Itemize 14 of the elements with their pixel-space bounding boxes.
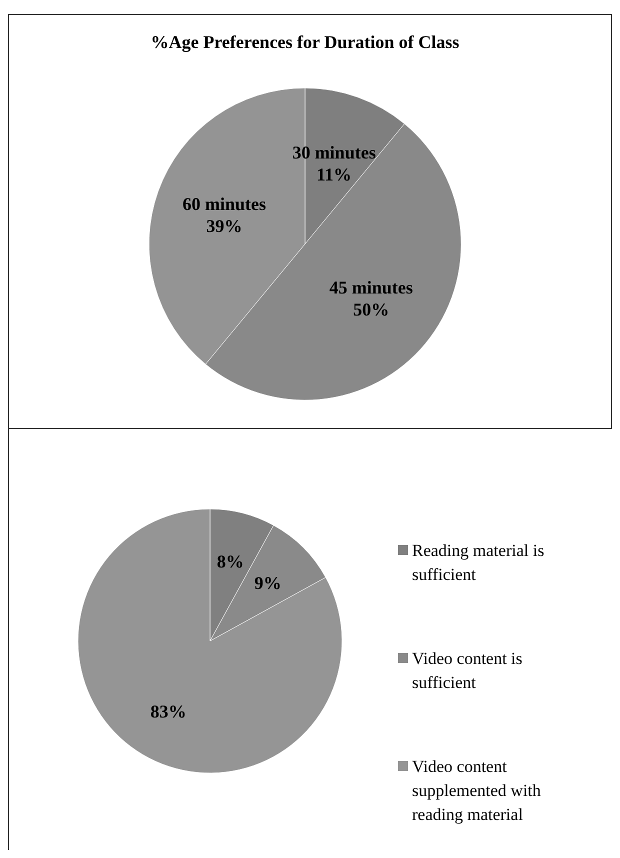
slice-label: 60 minutes: [182, 194, 266, 214]
legend-label: Reading material is sufficient: [412, 541, 544, 584]
legend-label: Video content supplemented with reading material: [412, 757, 542, 824]
legend-label: Video content is sufficient: [412, 649, 522, 692]
data-label: 9%: [254, 573, 282, 594]
data-label: 11%: [316, 164, 352, 184]
pie-slice: [78, 508, 342, 774]
data-label: 39%: [206, 216, 242, 236]
chart-title: %Age Preferences for Duration of Class: [150, 32, 460, 52]
slice-label: 45 minutes: [329, 278, 413, 298]
slice-label: 30 minutes: [292, 142, 376, 162]
data-label: 50%: [353, 300, 390, 320]
data-label: 8%: [216, 552, 244, 572]
data-label: 83%: [150, 701, 186, 722]
